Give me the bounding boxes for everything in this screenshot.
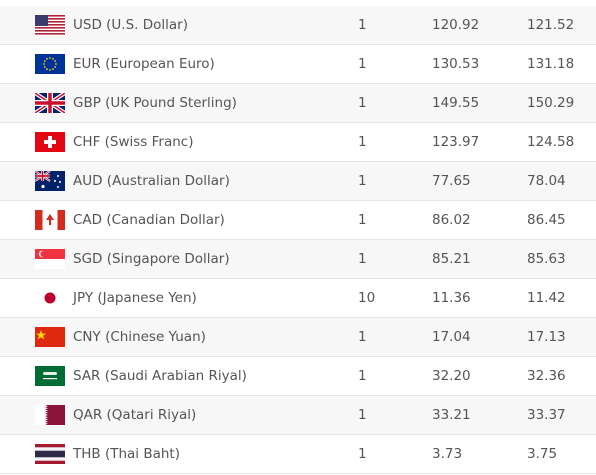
buy-rate: 77.65 xyxy=(432,172,471,189)
currency-name: EUR (European Euro) xyxy=(73,55,215,72)
unit: 1 xyxy=(358,16,367,33)
unit: 1 xyxy=(358,445,367,462)
flag xyxy=(35,326,65,347)
currency-name: GBP (UK Pound Sterling) xyxy=(73,94,237,111)
flag xyxy=(35,92,65,113)
rate-table: USD (U.S. Dollar) 1 120.92 121.52 EUR (Europ… xyxy=(0,5,596,474)
sell-rate: 121.52 xyxy=(527,16,575,33)
currency-name: AUD (Australian Dollar) xyxy=(73,172,230,189)
sell-rate: 32.36 xyxy=(527,367,566,384)
currency-name: SAR (Saudi Arabian Riyal) xyxy=(73,367,247,384)
sell-rate: 3.75 xyxy=(527,445,558,462)
flag xyxy=(35,53,65,74)
buy-rate: 130.53 xyxy=(432,55,480,72)
rate-row: CNY (Chinese Yuan) 1 17.04 17.13 xyxy=(0,317,596,357)
flag xyxy=(35,443,65,464)
flag xyxy=(35,14,65,35)
buy-rate: 86.02 xyxy=(432,211,471,228)
sell-rate: 131.18 xyxy=(527,55,575,72)
currency-name: CHF (Swiss Franc) xyxy=(73,133,194,150)
sell-rate: 78.04 xyxy=(527,172,566,189)
currency-name: CAD (Canadian Dollar) xyxy=(73,211,225,228)
buy-rate: 120.92 xyxy=(432,16,480,33)
unit: 1 xyxy=(358,172,367,189)
buy-rate: 33.21 xyxy=(432,406,471,423)
unit: 1 xyxy=(358,211,367,228)
flag xyxy=(35,404,65,425)
rate-row: QAR (Qatari Riyal) 1 33.21 33.37 xyxy=(0,395,596,435)
buy-rate: 11.36 xyxy=(432,289,471,306)
unit: 1 xyxy=(358,406,367,423)
flag xyxy=(35,287,65,308)
buy-rate: 123.97 xyxy=(432,133,480,150)
currency-name: USD (U.S. Dollar) xyxy=(73,16,188,33)
unit: 1 xyxy=(358,367,367,384)
unit: 10 xyxy=(358,289,376,306)
sell-rate: 124.58 xyxy=(527,133,575,150)
buy-rate: 85.21 xyxy=(432,250,471,267)
unit: 1 xyxy=(358,94,367,111)
sell-rate: 33.37 xyxy=(527,406,566,423)
unit: 1 xyxy=(358,133,367,150)
unit: 1 xyxy=(358,250,367,267)
buy-rate: 149.55 xyxy=(432,94,480,111)
currency-name: JPY (Japanese Yen) xyxy=(73,289,197,306)
rate-row: EUR (European Euro) 1 130.53 131.18 xyxy=(0,45,596,84)
flag xyxy=(35,248,65,269)
rate-row: USD (U.S. Dollar) 1 120.92 121.52 xyxy=(0,5,596,45)
currency-name: SGD (Singapore Dollar) xyxy=(73,250,230,267)
currency-name: QAR (Qatari Riyal) xyxy=(73,406,197,423)
sell-rate: 17.13 xyxy=(527,328,566,345)
sell-rate: 150.29 xyxy=(527,94,575,111)
currency-name: THB (Thai Baht) xyxy=(73,445,180,462)
sell-rate: 85.63 xyxy=(527,250,566,267)
flag xyxy=(35,365,65,386)
flag xyxy=(35,131,65,152)
rate-row: CAD (Canadian Dollar) 1 86.02 86.45 xyxy=(0,201,596,240)
rate-row: SAR (Saudi Arabian Riyal) 1 32.20 32.36 xyxy=(0,357,596,396)
rate-row: SGD (Singapore Dollar) 1 85.21 85.63 xyxy=(0,239,596,279)
rate-row: AUD (Australian Dollar) 1 77.65 78.04 xyxy=(0,161,596,201)
currency-name: CNY (Chinese Yuan) xyxy=(73,328,206,345)
sell-rate: 86.45 xyxy=(527,211,566,228)
unit: 1 xyxy=(358,328,367,345)
buy-rate: 32.20 xyxy=(432,367,471,384)
rate-row: THB (Thai Baht) 1 3.73 3.75 xyxy=(0,435,596,474)
rate-row: GBP (UK Pound Sterling) 1 149.55 150.29 xyxy=(0,83,596,123)
unit: 1 xyxy=(358,55,367,72)
buy-rate: 17.04 xyxy=(432,328,471,345)
flag xyxy=(35,209,65,230)
flag xyxy=(35,170,65,191)
buy-rate: 3.73 xyxy=(432,445,463,462)
sell-rate: 11.42 xyxy=(527,289,566,306)
rate-row: CHF (Swiss Franc) 1 123.97 124.58 xyxy=(0,123,596,162)
rate-row: JPY (Japanese Yen) 10 11.36 11.42 xyxy=(0,279,596,318)
